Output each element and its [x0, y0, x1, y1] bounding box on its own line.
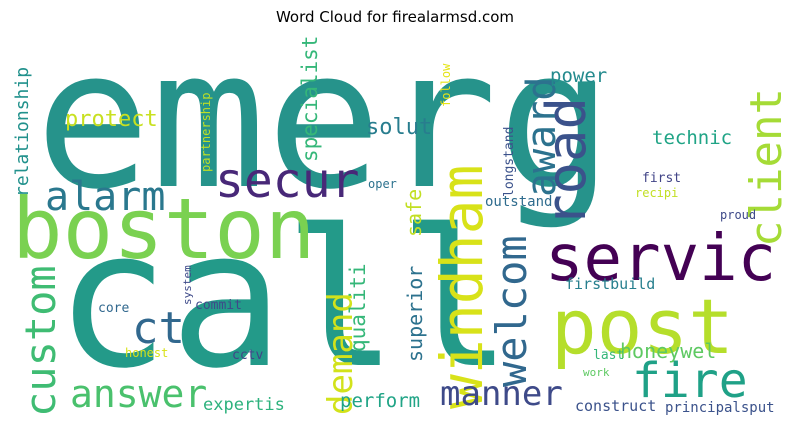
- word-call: call: [55, 189, 513, 410]
- word-perform: perform: [340, 390, 421, 412]
- word-custom: custom: [16, 265, 65, 417]
- word-boston: boston: [12, 180, 316, 278]
- word-servic: servic: [545, 222, 777, 296]
- word-secur: secur: [215, 153, 360, 209]
- word-work: work: [583, 366, 610, 379]
- word-outstand: outstand: [485, 194, 553, 210]
- word-post: post: [551, 282, 735, 371]
- chart-title: Word Cloud for firealarmsd.com: [275, 8, 515, 26]
- word-answer: answer: [70, 372, 208, 416]
- word-honest: honest: [125, 346, 169, 360]
- word-honeywel: honeywel: [620, 339, 717, 363]
- word-expertis: expertis: [203, 395, 285, 415]
- word-client: client: [741, 88, 786, 247]
- word-longstand: longstand: [502, 126, 517, 197]
- word-superior: superior: [403, 265, 427, 362]
- word-commit: commit: [195, 298, 242, 313]
- word-core: core: [98, 301, 130, 316]
- word-follow: follow: [439, 63, 453, 107]
- word-emerg: emerg: [35, 37, 613, 232]
- word-technic: technic: [652, 127, 733, 149]
- word-alarm: alarm: [45, 174, 166, 220]
- word-protect: protect: [65, 107, 158, 132]
- word-relationship: relationship: [12, 66, 33, 197]
- word-welcom: welcom: [487, 235, 536, 387]
- word-oper: oper: [368, 177, 397, 191]
- word-solut: solut: [366, 115, 433, 140]
- word-system: system: [181, 265, 194, 305]
- word-partnership: partnership: [199, 92, 213, 172]
- word-proud: proud: [720, 208, 757, 222]
- word-windham: windham: [428, 164, 496, 409]
- word-last: last: [593, 348, 625, 363]
- word-qualiti: qualiti: [346, 263, 370, 352]
- word-manner: manner: [440, 374, 563, 414]
- word-cloud: emerg call boston post servic windham road secu…: [10, 37, 786, 423]
- word-safe: safe: [402, 188, 426, 237]
- word-firstbuild: firstbuild: [565, 275, 656, 293]
- word-recipi: recipi: [635, 186, 679, 200]
- word-award: award: [519, 76, 565, 197]
- word-power: power: [550, 65, 608, 87]
- word-first: first: [642, 171, 682, 186]
- word-principalsput: principalsput: [665, 400, 775, 416]
- word-cctv: cctv: [232, 348, 264, 363]
- word-construct: construct: [575, 397, 657, 415]
- word-fire: fire: [632, 353, 748, 409]
- word-ct: ct: [132, 303, 185, 354]
- word-specialist: specialist: [298, 37, 322, 162]
